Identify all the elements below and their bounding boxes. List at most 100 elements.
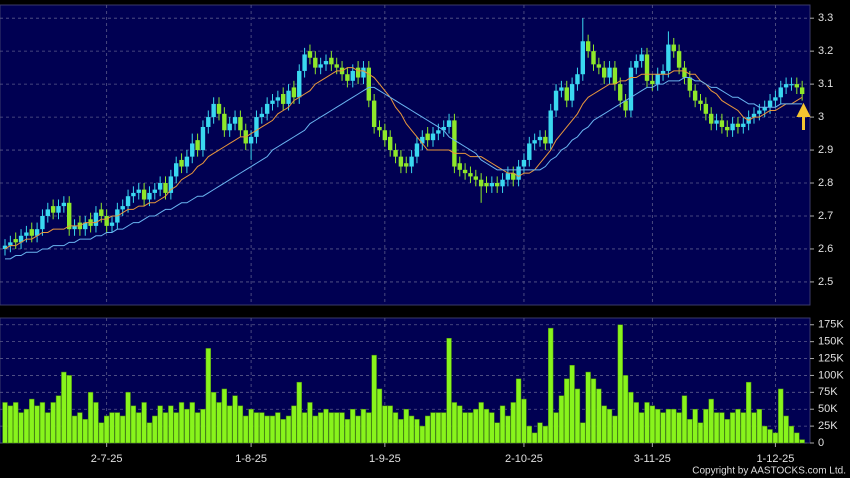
volume-bar xyxy=(590,378,597,444)
candle-body xyxy=(72,225,77,230)
volume-bar xyxy=(157,405,163,444)
y-tick-label: 150K xyxy=(818,336,844,348)
volume-bar xyxy=(778,388,784,444)
volume-bar xyxy=(392,412,399,444)
volume-bar xyxy=(665,408,672,444)
candle-body xyxy=(56,206,61,213)
candle-body xyxy=(307,51,313,58)
volume-bar xyxy=(301,412,308,444)
volume-bar xyxy=(799,439,805,444)
y-tick-label: 3.2 xyxy=(818,45,833,57)
y-tick-label: 2.7 xyxy=(818,210,833,222)
volume-bar xyxy=(526,425,532,444)
volume-bar xyxy=(376,388,383,444)
volume-bar xyxy=(692,408,698,444)
candle-body xyxy=(291,87,297,98)
volume-bar xyxy=(211,392,217,444)
candle-body xyxy=(67,202,72,230)
x-tick-label: 1-9-25 xyxy=(369,453,401,465)
volume-bar xyxy=(339,412,345,444)
volume-bar xyxy=(328,412,335,444)
candle-body xyxy=(762,107,767,111)
candle-body xyxy=(163,183,168,193)
volume-bar xyxy=(291,405,297,444)
volume-bar xyxy=(2,402,8,444)
volume-bar xyxy=(574,388,581,444)
x-tick-label: 2-7-25 xyxy=(91,453,123,465)
candle-body xyxy=(591,51,596,65)
candle-body xyxy=(366,67,371,101)
volume-bar xyxy=(425,415,431,444)
volume-bar xyxy=(606,408,613,444)
candle-body xyxy=(778,87,783,98)
candle-body xyxy=(623,100,628,111)
y-tick-label: 125K xyxy=(818,352,844,364)
candle-body xyxy=(730,123,735,131)
volume-bar xyxy=(740,412,746,444)
y-tick-label: 100K xyxy=(818,369,844,381)
candle-body xyxy=(318,64,323,68)
volume-bar xyxy=(505,415,511,444)
volume-bar xyxy=(713,412,720,444)
y-tick-label: 3.1 xyxy=(818,78,833,90)
candle-body xyxy=(553,90,559,111)
candle-body xyxy=(569,84,575,101)
volume-bar xyxy=(403,408,409,444)
candle-body xyxy=(484,183,489,187)
candle-body xyxy=(345,74,350,81)
candle-body xyxy=(329,57,334,65)
volume-bar xyxy=(205,348,211,444)
candle-body xyxy=(93,212,99,226)
volume-bar xyxy=(628,392,634,444)
candle-body xyxy=(259,113,264,118)
volume-bar xyxy=(360,408,367,444)
candle-body xyxy=(671,44,676,52)
volume-bar xyxy=(751,412,757,444)
volume-bar xyxy=(558,395,565,444)
candle-body xyxy=(120,206,125,210)
volume-bar xyxy=(633,402,639,444)
volume-bar xyxy=(184,408,190,444)
volume-bar xyxy=(18,412,24,444)
candle-body xyxy=(559,87,564,91)
volume-bar xyxy=(275,412,281,444)
candle-body xyxy=(575,74,580,85)
candle-body xyxy=(666,44,671,71)
volume-bar xyxy=(510,402,516,444)
volume-bar xyxy=(414,419,420,444)
candle-body xyxy=(489,183,495,187)
candle-body xyxy=(741,123,746,127)
volume-bar xyxy=(794,432,800,444)
volume-bar xyxy=(515,378,522,444)
copyright: Copyright by AASTOCKS.com Ltd. xyxy=(692,466,846,477)
candle-body xyxy=(264,103,270,114)
y-tick-label: 2.6 xyxy=(818,243,833,255)
volume-bar xyxy=(173,412,179,444)
candle-body xyxy=(281,94,286,104)
candle-body xyxy=(767,100,773,108)
volume-bar xyxy=(681,395,688,444)
moving-average-line xyxy=(4,67,803,250)
candle-body xyxy=(125,196,131,207)
volume-bar xyxy=(307,402,313,444)
candle-body xyxy=(29,229,34,236)
candle-body xyxy=(516,166,521,180)
candle-body xyxy=(789,84,794,86)
volume-bar xyxy=(141,402,147,444)
candle-body xyxy=(131,192,136,197)
candle-body xyxy=(698,100,703,104)
y-tick-label: 25K xyxy=(818,420,838,432)
volume-bar xyxy=(729,412,736,444)
volume-bar xyxy=(344,419,351,444)
candle-body xyxy=(361,67,366,78)
volume-bar xyxy=(55,395,62,444)
volume-bar xyxy=(762,425,768,444)
volume-bar xyxy=(194,412,201,444)
volume-bar xyxy=(687,419,693,444)
volume-bar xyxy=(644,402,650,444)
volume-bar xyxy=(280,419,286,444)
volume-bar xyxy=(596,388,602,444)
candle-body xyxy=(109,222,115,226)
